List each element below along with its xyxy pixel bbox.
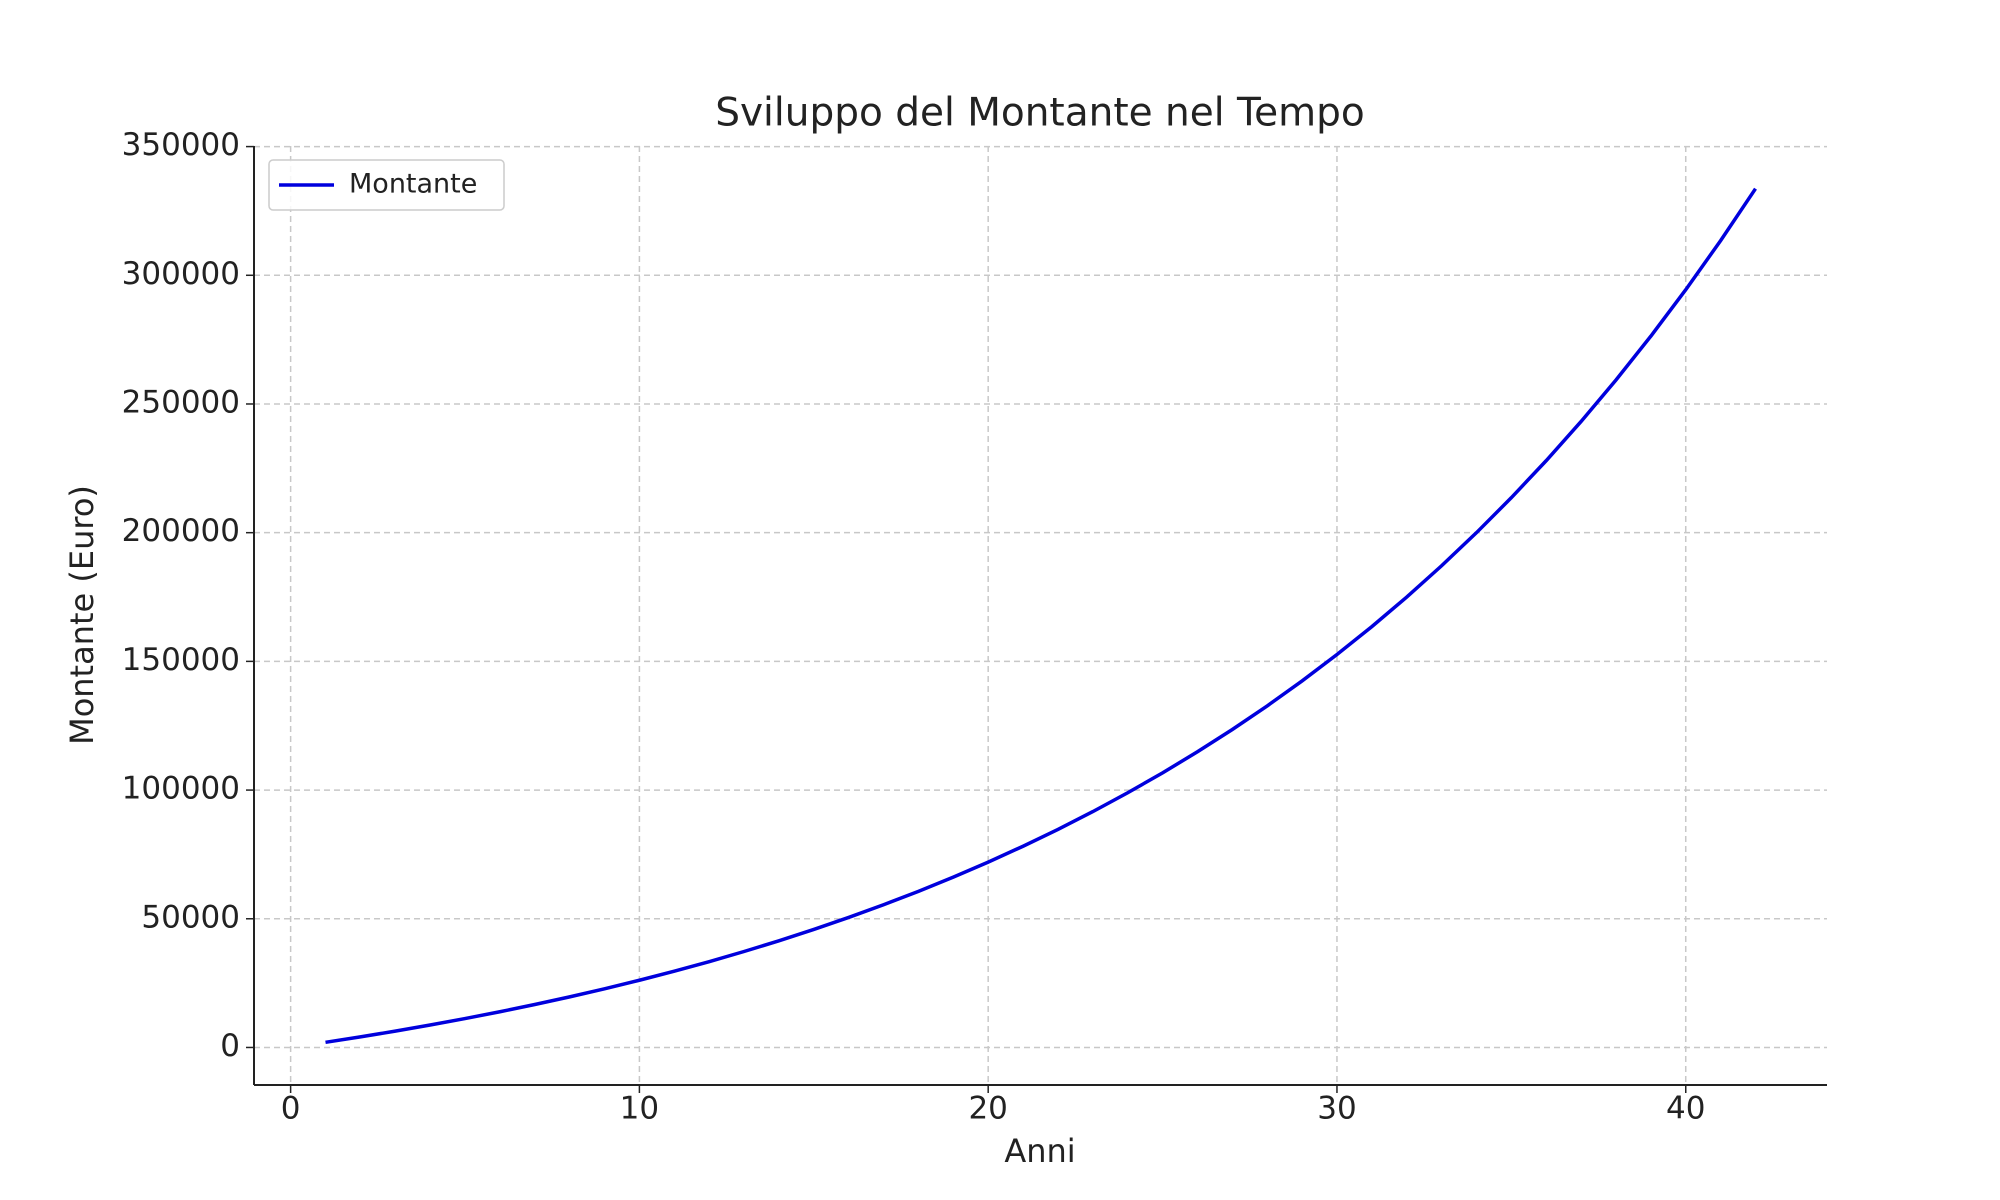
chart-title: Sviluppo del Montante nel Tempo [715,91,1365,136]
y-tick-label: 300000 [122,256,240,292]
x-tick-label: 40 [1666,1091,1705,1127]
y-axis-label: Montante (Euro) [63,485,101,745]
y-tick-label: 0 [220,1028,240,1064]
line-series [325,187,1757,1045]
y-tick-label: 100000 [122,771,240,807]
x-tick-label: 10 [620,1091,659,1127]
y-tick-label: 150000 [122,642,240,678]
y-tick-label: 50000 [141,899,240,935]
x-tick-label: 20 [968,1091,1007,1127]
x-axis-label: Anni [1004,1132,1075,1170]
legend-box [268,159,505,211]
y-tick-label: 250000 [122,384,240,420]
y-tick-label: 350000 [122,127,240,163]
legend-label: Montante [349,169,477,200]
x-tick-label: 0 [281,1091,301,1127]
x-tick-label: 30 [1317,1091,1356,1127]
y-tick-label: 200000 [122,513,240,549]
